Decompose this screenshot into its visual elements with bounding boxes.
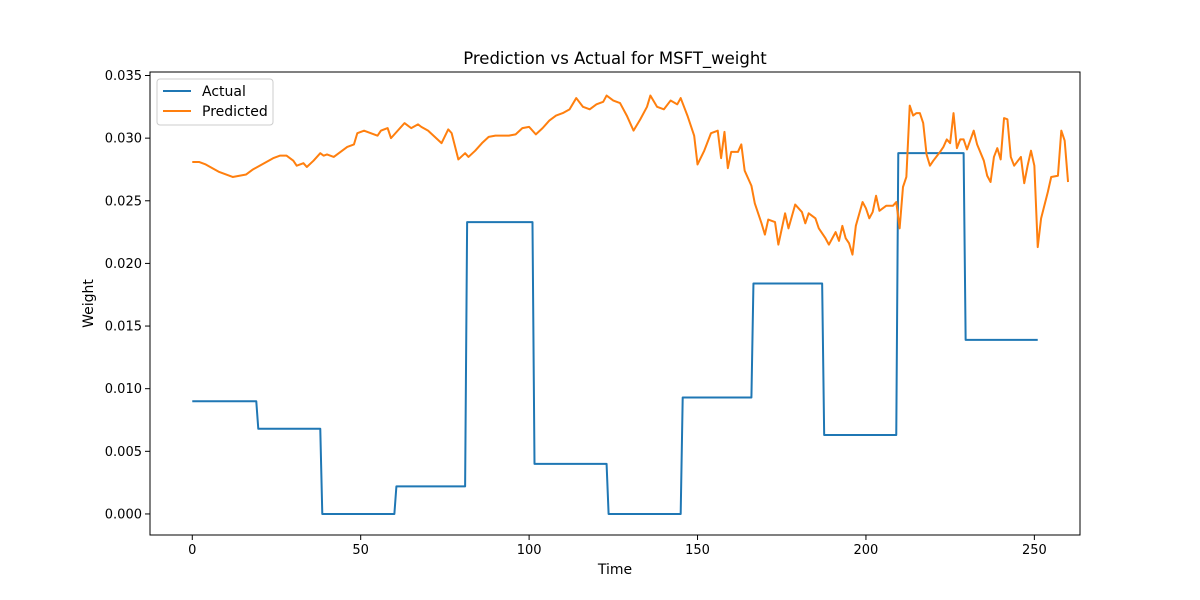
x-tick-label: 100: [517, 543, 542, 558]
chart-title: Prediction vs Actual for MSFT_weight: [463, 49, 767, 69]
x-tick-label: 50: [352, 543, 369, 558]
plot-area: [192, 94, 1070, 515]
y-axis-ticks: 0.000 0.005 0.010 0.015 0.020 0.025 0.030 0.035: [105, 69, 150, 522]
series-line-actual: [192, 152, 1038, 515]
y-tick-label: 0.035: [105, 69, 142, 84]
y-tick-label: 0.010: [105, 382, 142, 397]
x-axis-label: Time: [597, 562, 632, 578]
y-tick-label: 0.030: [105, 132, 142, 147]
y-tick-label: 0.005: [105, 445, 142, 460]
y-tick-label: 0.000: [105, 507, 142, 522]
legend: Actual Predicted: [156, 78, 274, 126]
x-tick-label: 250: [1022, 543, 1047, 558]
x-axis-ticks: 0 50 100 150 200 250: [188, 535, 1047, 558]
y-tick-label: 0.020: [105, 257, 142, 272]
y-tick-label: 0.025: [105, 194, 142, 209]
series-line-predicted: [192, 94, 1070, 256]
series-layer: [192, 94, 1070, 515]
y-tick-label: 0.015: [105, 320, 142, 335]
legend-label-predicted: Predicted: [202, 104, 268, 120]
x-tick-label: 150: [685, 543, 710, 558]
x-tick-label: 0: [188, 543, 196, 558]
legend-label-actual: Actual: [202, 84, 246, 100]
x-tick-label: 200: [854, 543, 879, 558]
axes-frame: [149, 71, 1081, 536]
y-axis-label: Weight: [81, 279, 97, 328]
